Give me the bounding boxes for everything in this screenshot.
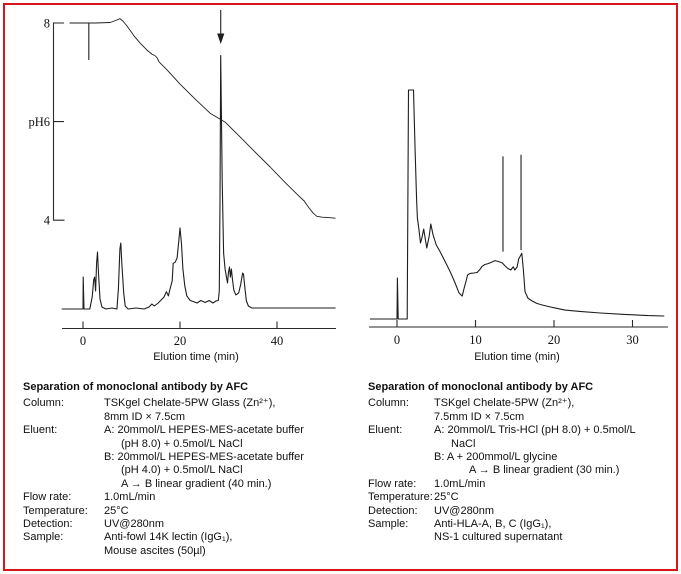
x-tick-label: 30 <box>626 333 639 347</box>
method-value-line: Anti-HLA-A, B, C (IgG₁), <box>434 518 552 531</box>
method-label: Column: <box>368 397 409 410</box>
method-value-line: B: A + 200mmol/L glycine <box>434 451 558 464</box>
ph-tick-label: pH6 <box>28 115 50 129</box>
method-label: Flow rate: <box>368 477 417 490</box>
method-row: Detection: UV@280nm <box>23 518 344 531</box>
method-value-line: 1.0mL/min <box>434 477 486 490</box>
method-value: 25°C <box>104 505 344 518</box>
method-value: 1.0mL/min <box>104 491 344 504</box>
method-label: Temperature: <box>23 504 88 517</box>
method-label: Temperature: <box>368 491 433 504</box>
method-row: Temperature: 25°C <box>23 505 344 518</box>
x-tick-label: 0 <box>394 333 400 347</box>
ph-gradient-trace <box>69 18 336 219</box>
method-value-line: (pH 4.0) + 0.5mol/L NaCl <box>121 464 243 477</box>
method-value-line: NS-1 cultured supernatant <box>434 531 563 544</box>
method-label: Eluent: <box>368 424 403 437</box>
method-row: Column: TSKgel Chelate-5PW Glass (Zn²⁺), 8… <box>23 397 344 424</box>
x-tick-label: 40 <box>271 334 284 348</box>
right-chromatogram: 0 10 20 30 Elution time (min) <box>369 89 668 363</box>
method-row: Eluent: A: 20mmol/L HEPES-MES-acetate buf… <box>23 424 344 491</box>
method-value-line: Anti-fowl 14K lectin (IgG₁), <box>104 531 233 544</box>
right-panel-rows: Column: TSKgel Chelate-5PW (Zn²⁺), 7.5mm I… <box>368 397 675 544</box>
method-value: Anti-fowl 14K lectin (IgG₁), Mouse ascite… <box>104 531 344 558</box>
x-tick-label: 20 <box>174 334 187 348</box>
x-axis-title: Elution time (min) <box>474 351 560 363</box>
method-value-line: 7.5mm ID × 7.5cm <box>434 410 525 423</box>
left-method-panel: Separation of monoclonal antibody by AFC… <box>23 381 344 558</box>
method-value: Anti-HLA-A, B, C (IgG₁), NS-1 cultured su… <box>434 518 675 545</box>
method-value-line: A: 20mmol/L Tris-HCl (pH 8.0) + 0.5mol/L <box>434 424 636 437</box>
method-row: Column: TSKgel Chelate-5PW (Zn²⁺), 7.5mm I… <box>368 397 675 424</box>
x-tick-label: 20 <box>548 333 561 347</box>
x-tick-label: 0 <box>80 334 86 348</box>
method-value: 1.0mL/min <box>434 478 675 491</box>
method-value: UV@280nm <box>434 505 675 518</box>
uv-absorbance-trace <box>61 54 336 310</box>
method-value-line: 1.0mL/min <box>104 491 156 504</box>
method-value: TSKgel Chelate-5PW Glass (Zn²⁺), 8mm ID ×… <box>104 397 344 424</box>
method-value-line: 25°C <box>434 491 459 504</box>
left-panel-title: Separation of monoclonal antibody by AFC <box>23 381 249 393</box>
method-row: Flow rate: 1.0mL/min <box>23 491 344 504</box>
peak-arrow-head-icon <box>217 33 225 44</box>
method-label: Sample: <box>368 518 409 531</box>
method-value-line: 8mm ID × 7.5cm <box>104 410 185 423</box>
right-panel-title: Separation of monoclonal antibody by AFC <box>368 381 594 393</box>
x-axis-title: Elution time (min) <box>153 351 239 363</box>
method-row: Flow rate: 1.0mL/min <box>368 478 675 491</box>
method-row: Temperature: 25°C <box>368 491 675 504</box>
method-value-line: UV@280nm <box>104 518 165 531</box>
method-value-line: TSKgel Chelate-5PW (Zn²⁺), <box>434 397 575 410</box>
ph-tick-label: 8 <box>44 17 50 31</box>
method-label: Sample: <box>23 531 64 544</box>
ph-axis <box>52 22 65 221</box>
right-method-panel: Separation of monoclonal antibody by AFC… <box>368 381 675 545</box>
method-value-line: A → B linear gradient (30 min.) <box>469 464 620 477</box>
method-value-line: 25°C <box>104 504 129 517</box>
method-row: Eluent: A: 20mmol/L Tris-HCl (pH 8.0) + 0… <box>368 424 675 478</box>
method-value-line: B: 20mmol/L HEPES-MES-acetate buffer <box>104 451 304 464</box>
method-value-line: A: 20mmol/L HEPES-MES-acetate buffer <box>104 424 304 437</box>
method-label: Detection: <box>368 504 418 517</box>
method-label: Eluent: <box>23 424 58 437</box>
x-tick-label: 10 <box>469 333 482 347</box>
method-value-line: (pH 8.0) + 0.5mol/L NaCl <box>121 437 243 450</box>
method-value-line: UV@280nm <box>434 504 495 517</box>
method-label: Column: <box>23 397 64 410</box>
method-value-line: A → B linear gradient (40 min.) <box>121 477 272 490</box>
method-row: Detection: UV@280nm <box>368 505 675 518</box>
method-row: Sample: Anti-fowl 14K lectin (IgG₁), Mouse… <box>23 531 344 558</box>
method-label: Flow rate: <box>23 491 72 504</box>
method-row: Sample: Anti-HLA-A, B, C (IgG₁), NS-1 cult… <box>368 518 675 545</box>
method-value: A: 20mmol/L HEPES-MES-acetate buffer (pH … <box>104 424 344 491</box>
method-value: TSKgel Chelate-5PW (Zn²⁺), 7.5mm ID × 7.5… <box>434 397 675 424</box>
method-value: 25°C <box>434 491 675 504</box>
method-value-line: NaCl <box>451 437 476 450</box>
method-value-line: TSKgel Chelate-5PW Glass (Zn²⁺), <box>104 397 276 410</box>
method-label: Detection: <box>23 518 73 531</box>
method-value-line: Mouse ascites (50µl) <box>104 544 206 557</box>
method-value: UV@280nm <box>104 518 344 531</box>
uv-absorbance-trace <box>369 89 665 320</box>
ph-tick-label: 4 <box>44 214 51 228</box>
left-panel-rows: Column: TSKgel Chelate-5PW Glass (Zn²⁺), 8… <box>23 397 344 558</box>
method-value: A: 20mmol/L Tris-HCl (pH 8.0) + 0.5mol/L… <box>434 424 675 478</box>
